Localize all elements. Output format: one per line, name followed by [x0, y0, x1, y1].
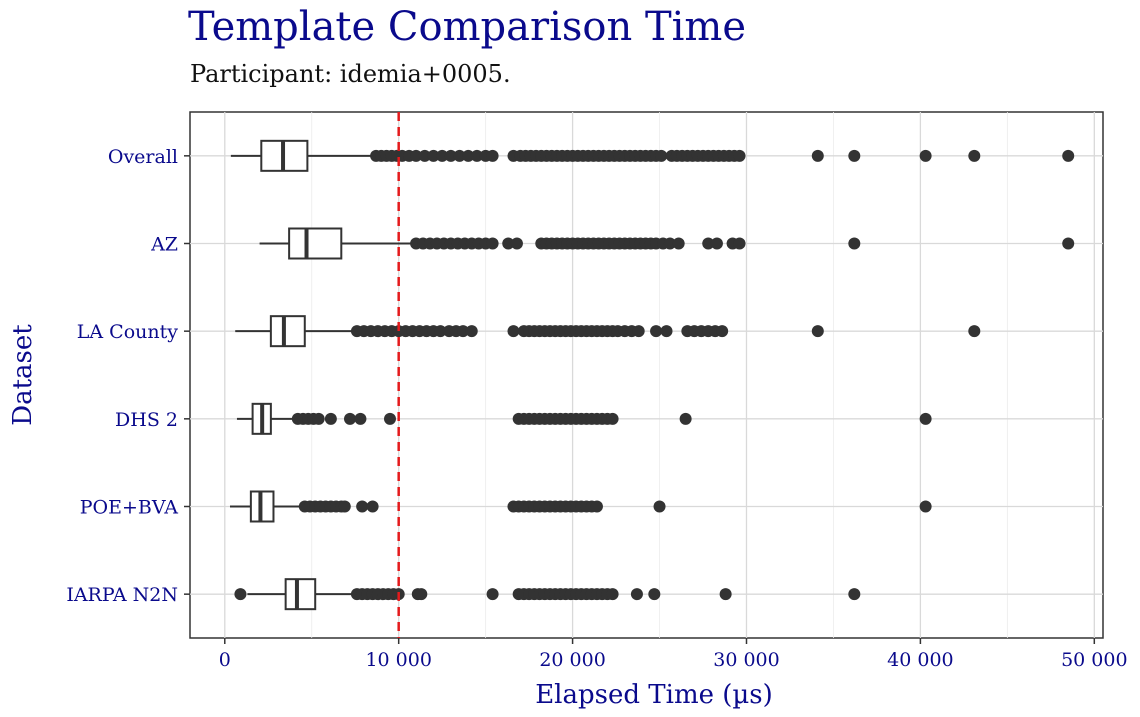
y-tick-label: LA County [77, 321, 178, 343]
outlier-point [343, 412, 356, 425]
outlier-point [606, 588, 619, 601]
outlier-point [719, 588, 732, 601]
box-la-county [235, 315, 981, 348]
outlier-point [444, 149, 457, 162]
outlier-point [653, 500, 666, 513]
y-tick-label: Overall [108, 146, 178, 168]
outlier-point [415, 588, 428, 601]
outlier-point [848, 149, 861, 162]
outlier-point [507, 325, 520, 338]
outlier-point [919, 500, 932, 513]
outlier-point [470, 149, 483, 162]
outlier-point [324, 412, 337, 425]
outlier-point [630, 588, 643, 601]
box-layer [229, 139, 1075, 611]
outlier-point [234, 588, 247, 601]
box-overall [230, 139, 1075, 172]
iqr-box [284, 578, 317, 611]
outlier-point [655, 149, 668, 162]
y-axis-title: Dataset [8, 324, 38, 426]
outlier-point [919, 412, 932, 425]
box-poe-bva [229, 490, 932, 523]
outlier-point [710, 237, 723, 250]
chart-subtitle: Participant: idemia+0005. [190, 60, 511, 88]
outlier-point [632, 325, 645, 338]
outlier-point [733, 149, 746, 162]
outlier-point [919, 149, 932, 162]
outlier-point [648, 588, 661, 601]
outlier-point [848, 588, 861, 601]
iqr-box [288, 227, 343, 260]
outlier-point [436, 149, 449, 162]
y-tick-label: POE+BVA [80, 497, 179, 519]
x-tick-label: 20 000 [539, 649, 605, 671]
outlier-point [354, 412, 367, 425]
outlier-point [418, 149, 431, 162]
chart-title: Template Comparison Time [188, 4, 747, 50]
outlier-point [679, 412, 692, 425]
outlier-point [486, 237, 499, 250]
outlier-point [716, 325, 729, 338]
outlier-point [383, 412, 396, 425]
outlier-point [338, 500, 351, 513]
x-tick-label: 30 000 [713, 649, 779, 671]
outlier-point [811, 149, 824, 162]
outlier-point [434, 325, 447, 338]
outlier-point [733, 237, 746, 250]
outlier-point [590, 500, 603, 513]
y-tick-label: AZ [150, 234, 178, 256]
outlier-point [1062, 237, 1075, 250]
x-tick-label: 40 000 [887, 649, 953, 671]
outlier-point [510, 237, 523, 250]
outlier-point [811, 325, 824, 338]
outlier-point [660, 325, 673, 338]
y-tick-label: DHS 2 [115, 409, 178, 431]
box-az [259, 227, 1075, 260]
outlier-point [663, 237, 676, 250]
outlier-point [1062, 149, 1075, 162]
outlier-point [502, 237, 515, 250]
outlier-point [968, 149, 981, 162]
outlier-point [702, 237, 715, 250]
outlier-point [848, 237, 861, 250]
y-tick-label: IARPA N2N [66, 584, 178, 606]
outlier-point [356, 500, 369, 513]
outlier-point [457, 325, 470, 338]
x-tick-label: 50 000 [1061, 649, 1127, 671]
outlier-point [312, 412, 325, 425]
outlier-point [672, 237, 685, 250]
outlier-point [486, 588, 499, 601]
outlier-point [427, 149, 440, 162]
outlier-point [650, 325, 663, 338]
outlier-point [465, 325, 478, 338]
outlier-point [453, 149, 466, 162]
x-tick-label: 10 000 [365, 649, 431, 671]
outlier-point [366, 500, 379, 513]
outlier-point [410, 149, 423, 162]
outlier-point [968, 325, 981, 338]
outlier-point [606, 412, 619, 425]
plot-panel [189, 111, 1104, 639]
box-dhs-2 [236, 402, 932, 435]
outlier-point [486, 149, 499, 162]
box-iarpa-n2n [234, 578, 861, 611]
iqr-box [269, 315, 306, 348]
outlier-point [462, 149, 475, 162]
x-axis-title: Elapsed Time (µs) [535, 680, 773, 710]
x-tick-label: 0 [219, 649, 231, 671]
axis-layer: 0 10 000 20 000 30 000 40 000 50 000 Overall AZ… [66, 146, 1127, 671]
